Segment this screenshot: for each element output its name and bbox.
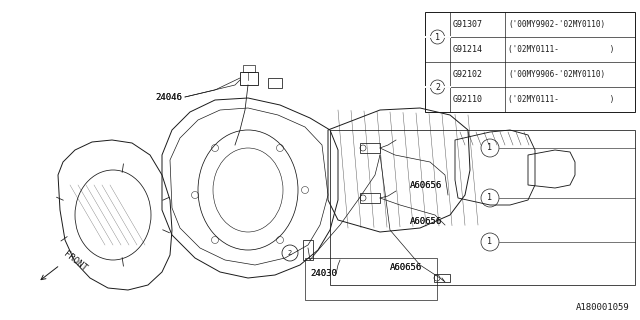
Text: 1: 1 — [488, 194, 493, 203]
Text: G92110: G92110 — [453, 95, 483, 104]
Text: G92102: G92102 — [453, 70, 483, 79]
Text: 24030: 24030 — [310, 269, 337, 278]
Text: 1: 1 — [488, 237, 493, 246]
Text: G91307: G91307 — [453, 20, 483, 29]
Text: FRONT: FRONT — [62, 249, 89, 273]
Text: 2: 2 — [435, 83, 440, 92]
Bar — [305, 258, 437, 300]
Bar — [425, 12, 635, 112]
Text: 24030: 24030 — [310, 269, 337, 278]
Text: A60656: A60656 — [410, 218, 442, 227]
Text: A60656: A60656 — [390, 263, 422, 273]
Text: A60656: A60656 — [410, 180, 442, 189]
Text: ('00MY9902-'02MY0110): ('00MY9902-'02MY0110) — [508, 20, 605, 29]
Text: A60656: A60656 — [390, 263, 422, 273]
Text: 1: 1 — [488, 143, 493, 153]
Text: G91214: G91214 — [453, 45, 483, 54]
Text: A60656: A60656 — [410, 180, 442, 189]
Text: 1: 1 — [435, 33, 440, 42]
Text: 2: 2 — [288, 250, 292, 256]
Bar — [330, 130, 635, 285]
Text: A60656: A60656 — [410, 218, 442, 227]
Text: ('02MY0111-           ): ('02MY0111- ) — [508, 95, 614, 104]
Text: A180001059: A180001059 — [576, 303, 630, 312]
Text: 24046: 24046 — [155, 92, 182, 101]
Text: 24046: 24046 — [155, 92, 182, 101]
Text: ('00MY9906-'02MY0110): ('00MY9906-'02MY0110) — [508, 70, 605, 79]
Text: ('02MY0111-           ): ('02MY0111- ) — [508, 45, 614, 54]
